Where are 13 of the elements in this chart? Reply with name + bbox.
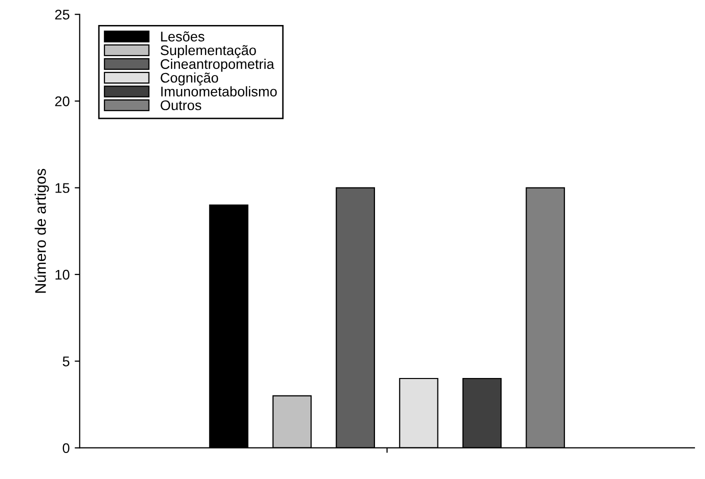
y-axis-title: Número de artigos xyxy=(34,168,49,293)
legend-label: Outros xyxy=(160,100,202,110)
y-tick-label: 25 xyxy=(55,10,70,20)
y-tick-label: 0 xyxy=(62,443,70,454)
legend-label: Suplementação xyxy=(160,44,256,58)
legend-label: Cineantropometria xyxy=(160,58,274,72)
y-tick-label: 15 xyxy=(56,183,70,193)
legend-label: Imunometabolismo xyxy=(161,86,277,96)
y-tick-label: 5 xyxy=(62,356,70,366)
legend-label: Cognição xyxy=(160,72,218,86)
y-tick-label: 20 xyxy=(55,96,70,106)
legend-label: Lesões xyxy=(161,31,204,42)
y-tick-label: 10 xyxy=(56,270,70,280)
